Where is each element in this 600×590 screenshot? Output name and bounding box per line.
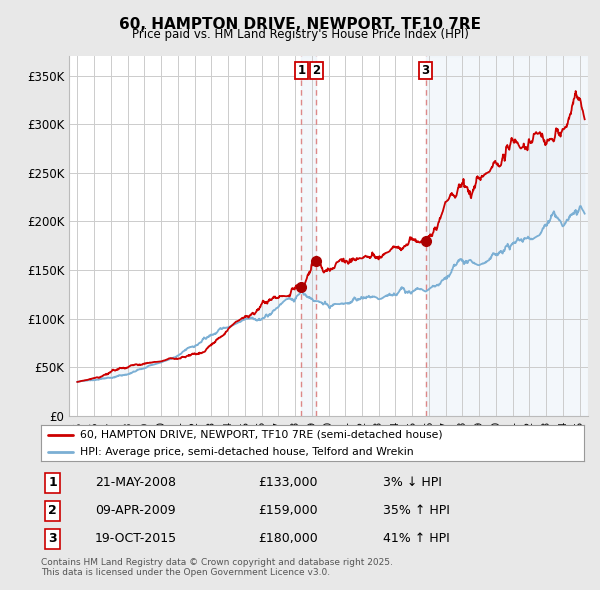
Text: 2: 2 [49,504,57,517]
Text: 3: 3 [422,64,430,77]
Text: £133,000: £133,000 [258,477,317,490]
Text: 1: 1 [49,477,57,490]
Text: 19-OCT-2015: 19-OCT-2015 [95,532,177,545]
Text: Contains HM Land Registry data © Crown copyright and database right 2025.
This d: Contains HM Land Registry data © Crown c… [41,558,392,577]
Bar [301,56,316,416]
Text: Price paid vs. HM Land Registry's House Price Index (HPI): Price paid vs. HM Land Registry's House … [131,28,469,41]
Text: £180,000: £180,000 [258,532,318,545]
Text: 21-MAY-2008: 21-MAY-2008 [95,477,176,490]
Text: 1: 1 [298,64,305,77]
Text: 35% ↑ HPI: 35% ↑ HPI [383,504,450,517]
Text: HPI: Average price, semi-detached house, Telford and Wrekin: HPI: Average price, semi-detached house,… [80,447,413,457]
Text: 3% ↓ HPI: 3% ↓ HPI [383,477,442,490]
Text: 2: 2 [312,64,320,77]
Text: 3: 3 [49,532,57,545]
Text: £159,000: £159,000 [258,504,317,517]
Text: 09-APR-2009: 09-APR-2009 [95,504,176,517]
Text: 60, HAMPTON DRIVE, NEWPORT, TF10 7RE (semi-detached house): 60, HAMPTON DRIVE, NEWPORT, TF10 7RE (se… [80,430,443,440]
Text: 60, HAMPTON DRIVE, NEWPORT, TF10 7RE: 60, HAMPTON DRIVE, NEWPORT, TF10 7RE [119,17,481,31]
Text: 41% ↑ HPI: 41% ↑ HPI [383,532,449,545]
Bar [425,56,588,416]
